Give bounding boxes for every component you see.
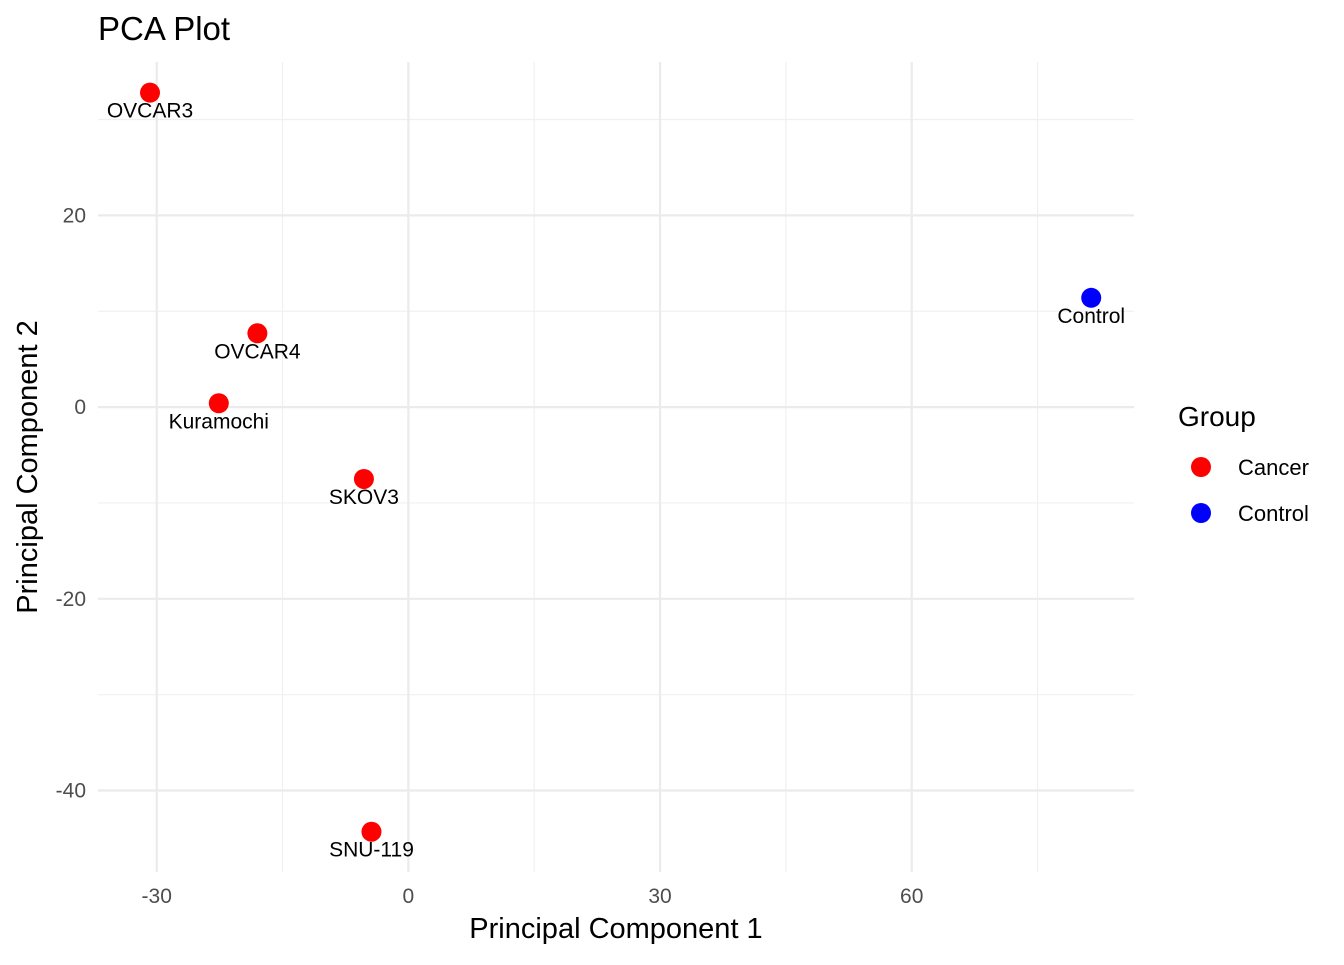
data-label-ovcar3: OVCAR3 bbox=[107, 100, 193, 123]
legend-label-cancer: Cancer bbox=[1238, 455, 1309, 480]
data-point-skov3 bbox=[353, 468, 374, 489]
legend-key-control bbox=[1191, 503, 1211, 523]
x-tick-label: 60 bbox=[900, 885, 923, 908]
x-tick-label: 0 bbox=[403, 885, 415, 908]
legend-label-control: Control bbox=[1238, 501, 1309, 526]
data-point-kuramochi bbox=[208, 393, 229, 414]
data-label-skov3: SKOV3 bbox=[329, 486, 399, 509]
y-axis-label: Principal Component 2 bbox=[12, 320, 44, 613]
tick-labels: -30 0 30 60 -40 -20 0 20 bbox=[56, 204, 924, 908]
data-labels: OVCAR3 OVCAR4 Kuramochi SKOV3 SNU-119 Control bbox=[107, 100, 1125, 862]
y-tick-label: 0 bbox=[74, 396, 86, 419]
data-points bbox=[140, 82, 1102, 842]
y-tick-label: 20 bbox=[63, 204, 86, 227]
x-tick-label: 30 bbox=[648, 885, 671, 908]
data-point-ovcar3 bbox=[140, 82, 161, 103]
data-label-kuramochi: Kuramochi bbox=[169, 410, 269, 433]
legend-key-cancer bbox=[1191, 457, 1211, 477]
data-point-snu-119 bbox=[361, 821, 382, 842]
legend: Group Cancer Control bbox=[1178, 401, 1309, 526]
x-tick-label: -30 bbox=[142, 885, 172, 908]
data-point-control bbox=[1081, 287, 1102, 308]
y-tick-label: -20 bbox=[56, 588, 86, 611]
grid bbox=[98, 62, 1134, 872]
y-tick-label: -40 bbox=[56, 780, 86, 803]
data-label-control: Control bbox=[1057, 305, 1125, 328]
data-label-ovcar4: OVCAR4 bbox=[214, 340, 301, 363]
x-axis-label: Principal Component 1 bbox=[469, 913, 762, 945]
data-point-ovcar4 bbox=[247, 323, 268, 344]
legend-items: Cancer Control bbox=[1191, 455, 1309, 526]
legend-title: Group bbox=[1178, 401, 1256, 432]
chart-title: PCA Plot bbox=[98, 10, 230, 47]
data-label-snu-119: SNU-119 bbox=[329, 839, 414, 862]
